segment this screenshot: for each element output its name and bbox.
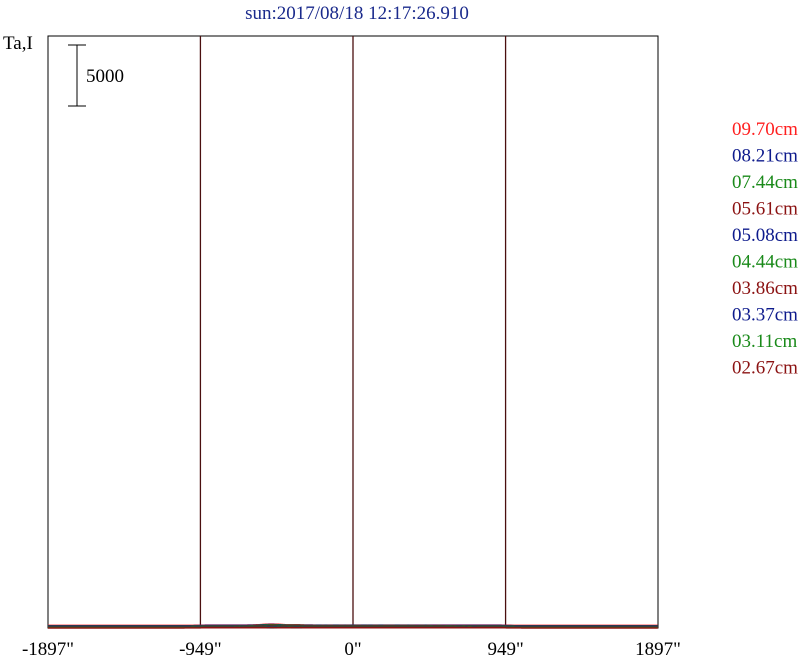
- legend-entry-08.21cm: 08.21cm: [732, 146, 798, 167]
- legend-entry-03.86cm: 03.86cm: [732, 278, 798, 299]
- reference-lines: [199, 36, 507, 628]
- legend-entry-04.44cm: 04.44cm: [732, 252, 798, 273]
- legend-entry-03.11cm: 03.11cm: [732, 331, 797, 352]
- spectrum-series: [48, 623, 658, 629]
- scale-bar-label: 5000: [86, 66, 124, 87]
- x-tick-labels: -1897" -949" 0" 949" 1897": [22, 639, 681, 660]
- x-tick-label-1: -949": [179, 639, 222, 660]
- x-tick-label-0: -1897": [22, 639, 74, 660]
- series-line-02.67cm: [48, 626, 658, 629]
- legend: 09.70cm 08.21cm 07.44cm 05.61cm 05.08cm 04.44…: [732, 119, 798, 379]
- legend-entry-09.70cm: 09.70cm: [732, 119, 798, 140]
- legend-entry-05.61cm: 05.61cm: [732, 199, 798, 220]
- y-axis-label: Ta,I: [3, 33, 33, 54]
- scale-bar: 5000: [68, 44, 124, 107]
- x-tick-label-4: 1897": [635, 639, 681, 660]
- chart-title: sun:2017/08/18 12:17:26.910: [245, 3, 469, 24]
- legend-entry-02.67cm: 02.67cm: [732, 358, 798, 379]
- x-tick-label-3: 949": [487, 639, 523, 660]
- x-tick-label-2: 0": [344, 639, 361, 660]
- legend-entry-03.37cm: 03.37cm: [732, 305, 798, 326]
- legend-entry-07.44cm: 07.44cm: [732, 172, 798, 193]
- legend-entry-05.08cm: 05.08cm: [732, 225, 798, 246]
